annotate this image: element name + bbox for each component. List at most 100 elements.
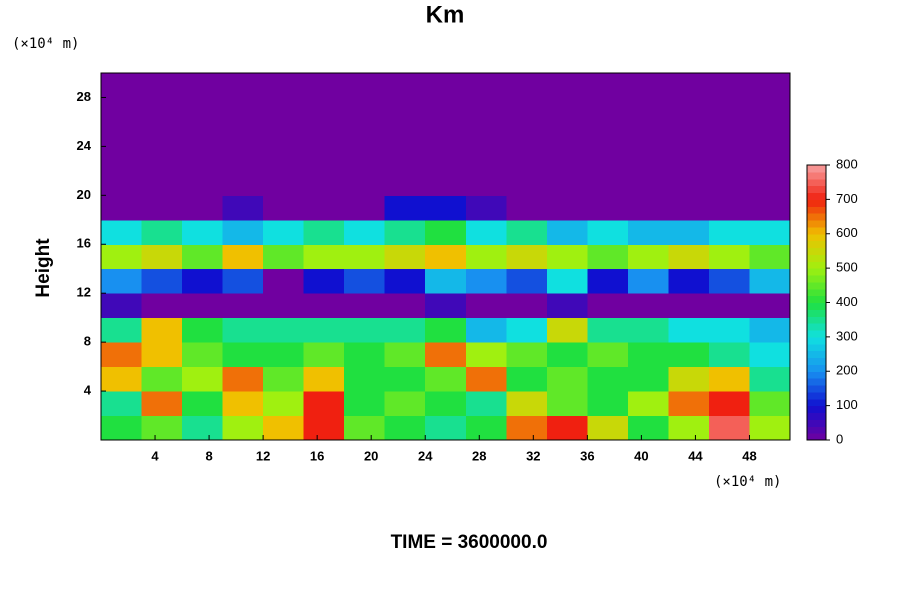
cell <box>668 366 710 392</box>
cell <box>506 170 548 196</box>
cell <box>668 195 710 221</box>
cell <box>587 121 629 147</box>
x-tick-label: 16 <box>310 448 324 463</box>
y-tick-label: 12 <box>77 285 91 300</box>
cell <box>546 415 588 441</box>
colorbar-swatch <box>807 165 826 173</box>
cell <box>141 415 183 441</box>
colorbar-tick-label: 400 <box>836 294 858 309</box>
cell <box>627 366 669 392</box>
cell <box>425 195 467 221</box>
cell <box>587 317 629 343</box>
cell <box>141 219 183 245</box>
cell <box>101 195 143 221</box>
colorbar-swatch <box>807 233 826 242</box>
cell <box>425 121 467 147</box>
x-tick-label: 12 <box>256 448 270 463</box>
colorbar-swatch <box>807 302 826 310</box>
x-tick-label: 4 <box>151 448 159 463</box>
cell <box>668 342 710 368</box>
cell <box>627 293 669 319</box>
cell <box>263 195 305 221</box>
cell <box>708 317 750 343</box>
cell <box>101 170 143 196</box>
cell <box>587 268 629 294</box>
cell <box>627 342 669 368</box>
colorbar-swatch <box>807 226 826 235</box>
colorbar-swatch <box>807 412 826 420</box>
cell <box>303 97 345 123</box>
cell <box>425 415 467 441</box>
cell <box>627 121 669 147</box>
colorbar-swatch <box>807 316 826 324</box>
cell <box>668 293 710 319</box>
cell <box>708 146 750 172</box>
colorbar-swatch <box>807 371 826 379</box>
colorbar-swatch <box>807 364 826 372</box>
cell <box>668 268 710 294</box>
colorbar-swatch <box>807 309 826 317</box>
cell <box>141 268 183 294</box>
cell <box>303 195 345 221</box>
y-tick-label: 8 <box>84 334 91 349</box>
x-tick-label: 8 <box>205 448 212 463</box>
cell <box>182 73 224 98</box>
cell <box>506 244 548 270</box>
cell <box>627 97 669 123</box>
cell <box>668 244 710 270</box>
cell <box>425 268 467 294</box>
cell <box>303 342 345 368</box>
colorbar-swatch <box>807 330 826 338</box>
cell <box>546 219 588 245</box>
cell <box>546 97 588 123</box>
colorbar-tick-label: 300 <box>836 328 858 343</box>
cell <box>425 366 467 392</box>
cell <box>749 146 791 172</box>
cell <box>465 391 507 417</box>
cell <box>546 73 588 98</box>
cell <box>344 97 386 123</box>
x-tick-label: 24 <box>418 448 433 463</box>
x-tick-label: 20 <box>364 448 378 463</box>
cell <box>465 293 507 319</box>
cell <box>384 244 426 270</box>
colorbar-tick-label: 0 <box>836 431 843 446</box>
colorbar-swatch <box>807 433 826 441</box>
cell <box>263 219 305 245</box>
cell <box>546 317 588 343</box>
cell <box>101 366 143 392</box>
cell <box>182 244 224 270</box>
cell <box>303 170 345 196</box>
colorbar-swatch <box>807 171 826 180</box>
colorbar-swatch <box>807 343 826 352</box>
cell <box>465 73 507 98</box>
colorbar-swatch <box>807 240 826 248</box>
cell <box>182 170 224 196</box>
cell <box>222 146 264 172</box>
cell <box>384 293 426 319</box>
cell <box>465 121 507 147</box>
cell <box>465 268 507 294</box>
colorbar-swatch <box>807 323 826 331</box>
colorbar-swatch <box>807 391 826 400</box>
cell <box>344 146 386 172</box>
cell <box>101 317 143 343</box>
cell <box>263 146 305 172</box>
colorbar-swatch <box>807 192 826 200</box>
cell <box>708 415 750 441</box>
cell <box>506 146 548 172</box>
cell <box>384 366 426 392</box>
colorbar-swatch <box>807 268 826 276</box>
cell <box>303 317 345 343</box>
colorbar-swatch <box>807 419 826 427</box>
cell <box>627 244 669 270</box>
field <box>101 73 791 441</box>
cell <box>668 146 710 172</box>
cell <box>384 170 426 196</box>
colorbar-swatch <box>807 247 826 255</box>
cell <box>222 293 264 319</box>
cell <box>546 391 588 417</box>
cell <box>101 293 143 319</box>
cell <box>425 244 467 270</box>
cell <box>263 268 305 294</box>
